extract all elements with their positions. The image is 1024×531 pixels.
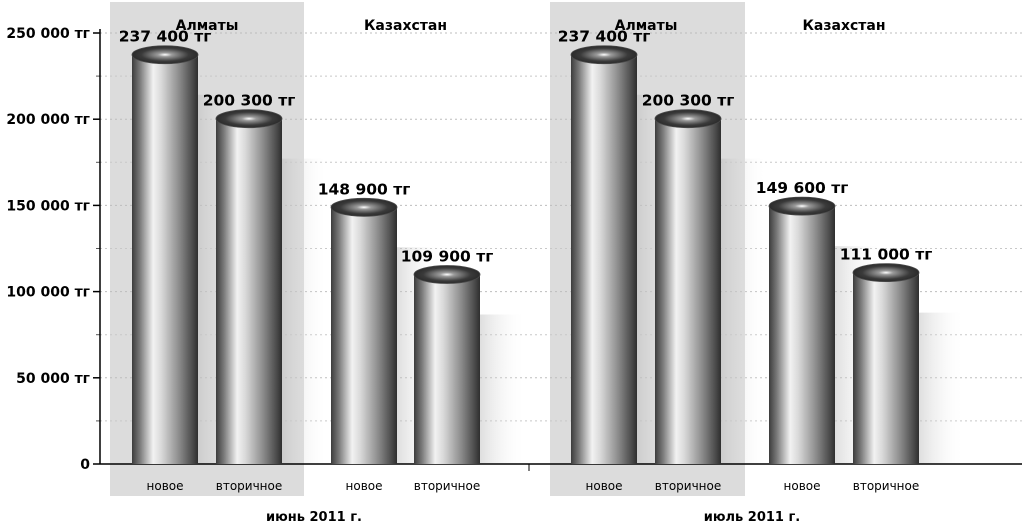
bar-top	[570, 45, 638, 65]
category-label: вторичное	[853, 479, 919, 493]
bar-shadow	[282, 158, 328, 464]
region-label: Казахстан	[802, 18, 885, 34]
data-label: 200 300 тг	[642, 92, 735, 110]
category-label: новое	[147, 479, 184, 493]
bar-top	[654, 109, 722, 129]
region-label: Казахстан	[364, 18, 447, 34]
y-tick-label: 250 000 тг	[6, 26, 90, 42]
period-label: июнь 2011 г.	[266, 510, 362, 525]
data-label: 111 000 тг	[840, 246, 933, 264]
category-label: вторичное	[655, 479, 721, 493]
region-label: Алматы	[615, 18, 678, 34]
bar	[769, 206, 835, 464]
grid-lines	[100, 32, 1022, 422]
y-tick-label: 50 000 тг	[16, 371, 90, 387]
category-label: вторичное	[414, 479, 480, 493]
period-label: июль 2011 г.	[704, 510, 800, 525]
bar-top	[413, 265, 481, 284]
bar-top	[768, 196, 836, 216]
data-label: 149 600 тг	[756, 179, 849, 197]
region-label: Алматы	[176, 18, 239, 34]
bar-shadow	[919, 312, 965, 464]
category-label: новое	[784, 479, 821, 493]
bar-top	[215, 109, 283, 129]
data-label: 148 900 тг	[318, 180, 411, 198]
data-label: 237 400 тг	[119, 28, 212, 46]
data-label: 109 900 тг	[401, 248, 494, 266]
bars	[131, 45, 920, 465]
y-tick-label: 150 000 тг	[6, 198, 90, 214]
bar-shadow	[721, 158, 767, 464]
y-tick-label: 100 000 тг	[6, 285, 90, 301]
data-label: 200 300 тг	[203, 92, 296, 110]
bar	[132, 54, 198, 464]
y-tick-label: 0	[80, 457, 90, 473]
bar	[216, 118, 282, 464]
bar-top	[131, 45, 199, 65]
category-label: новое	[586, 479, 623, 493]
data-label: 237 400 тг	[558, 28, 651, 46]
y-tick-label: 200 000 тг	[6, 112, 90, 128]
bar	[853, 272, 919, 464]
bar	[571, 54, 637, 464]
bar-top	[852, 263, 920, 283]
bar-top	[330, 197, 398, 217]
bar	[331, 207, 397, 465]
bar	[414, 274, 480, 464]
category-label: вторичное	[216, 479, 282, 493]
bar-shadow	[480, 314, 526, 464]
bar	[655, 118, 721, 464]
category-label: новое	[346, 479, 383, 493]
